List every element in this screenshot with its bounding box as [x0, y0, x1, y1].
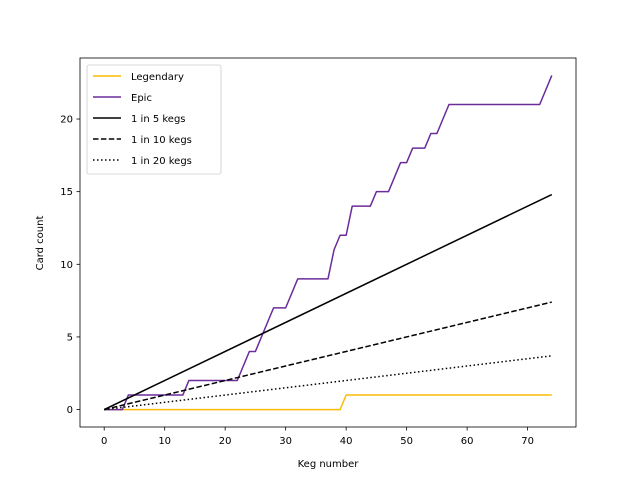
plot-frame — [79, 57, 577, 428]
x-tick-label: 20 — [219, 436, 232, 447]
y-axis-label: Card count — [35, 216, 46, 271]
x-tick-label: 50 — [400, 436, 413, 447]
legend-label: 1 in 10 kegs — [131, 135, 192, 146]
y-tick-label: 20 — [60, 115, 73, 126]
legend: Legendary Epic 1 in 5 kegs 1 in 10 kegs 1 in… — [86, 64, 222, 175]
y-tick-label: 10 — [60, 260, 73, 271]
series-line-epic — [104, 75, 553, 411]
x-tick-label: 0 — [101, 436, 107, 447]
legend-label: 1 in 5 kegs — [131, 114, 186, 125]
x-tick-label: 10 — [158, 436, 171, 447]
y-tick-label: 5 — [67, 332, 73, 343]
x-tick-label: 60 — [461, 436, 474, 447]
x-tick-label: 40 — [340, 436, 353, 447]
series-layer — [103, 75, 553, 411]
x-tick-label: 30 — [279, 436, 292, 447]
x-axis: 0 10 20 30 40 50 60 70 — [101, 427, 534, 447]
legend-box — [86, 64, 222, 175]
x-tick-label: 70 — [521, 436, 534, 447]
series-line-1-in-10-kegs — [104, 301, 552, 411]
x-axis-label: Keg number — [298, 459, 360, 470]
series-line-legendary — [104, 394, 552, 411]
legend-label: Epic — [131, 93, 152, 104]
legend-label: Legendary — [131, 72, 184, 83]
series-line-1-in-5-kegs — [103, 193, 553, 411]
y-tick-label: 0 — [67, 405, 73, 416]
legend-label: 1 in 20 kegs — [131, 156, 192, 167]
y-axis: 0 5 10 15 20 — [60, 115, 80, 416]
y-tick-label: 15 — [60, 187, 73, 198]
series-line-1-in-20-kegs — [104, 355, 552, 411]
